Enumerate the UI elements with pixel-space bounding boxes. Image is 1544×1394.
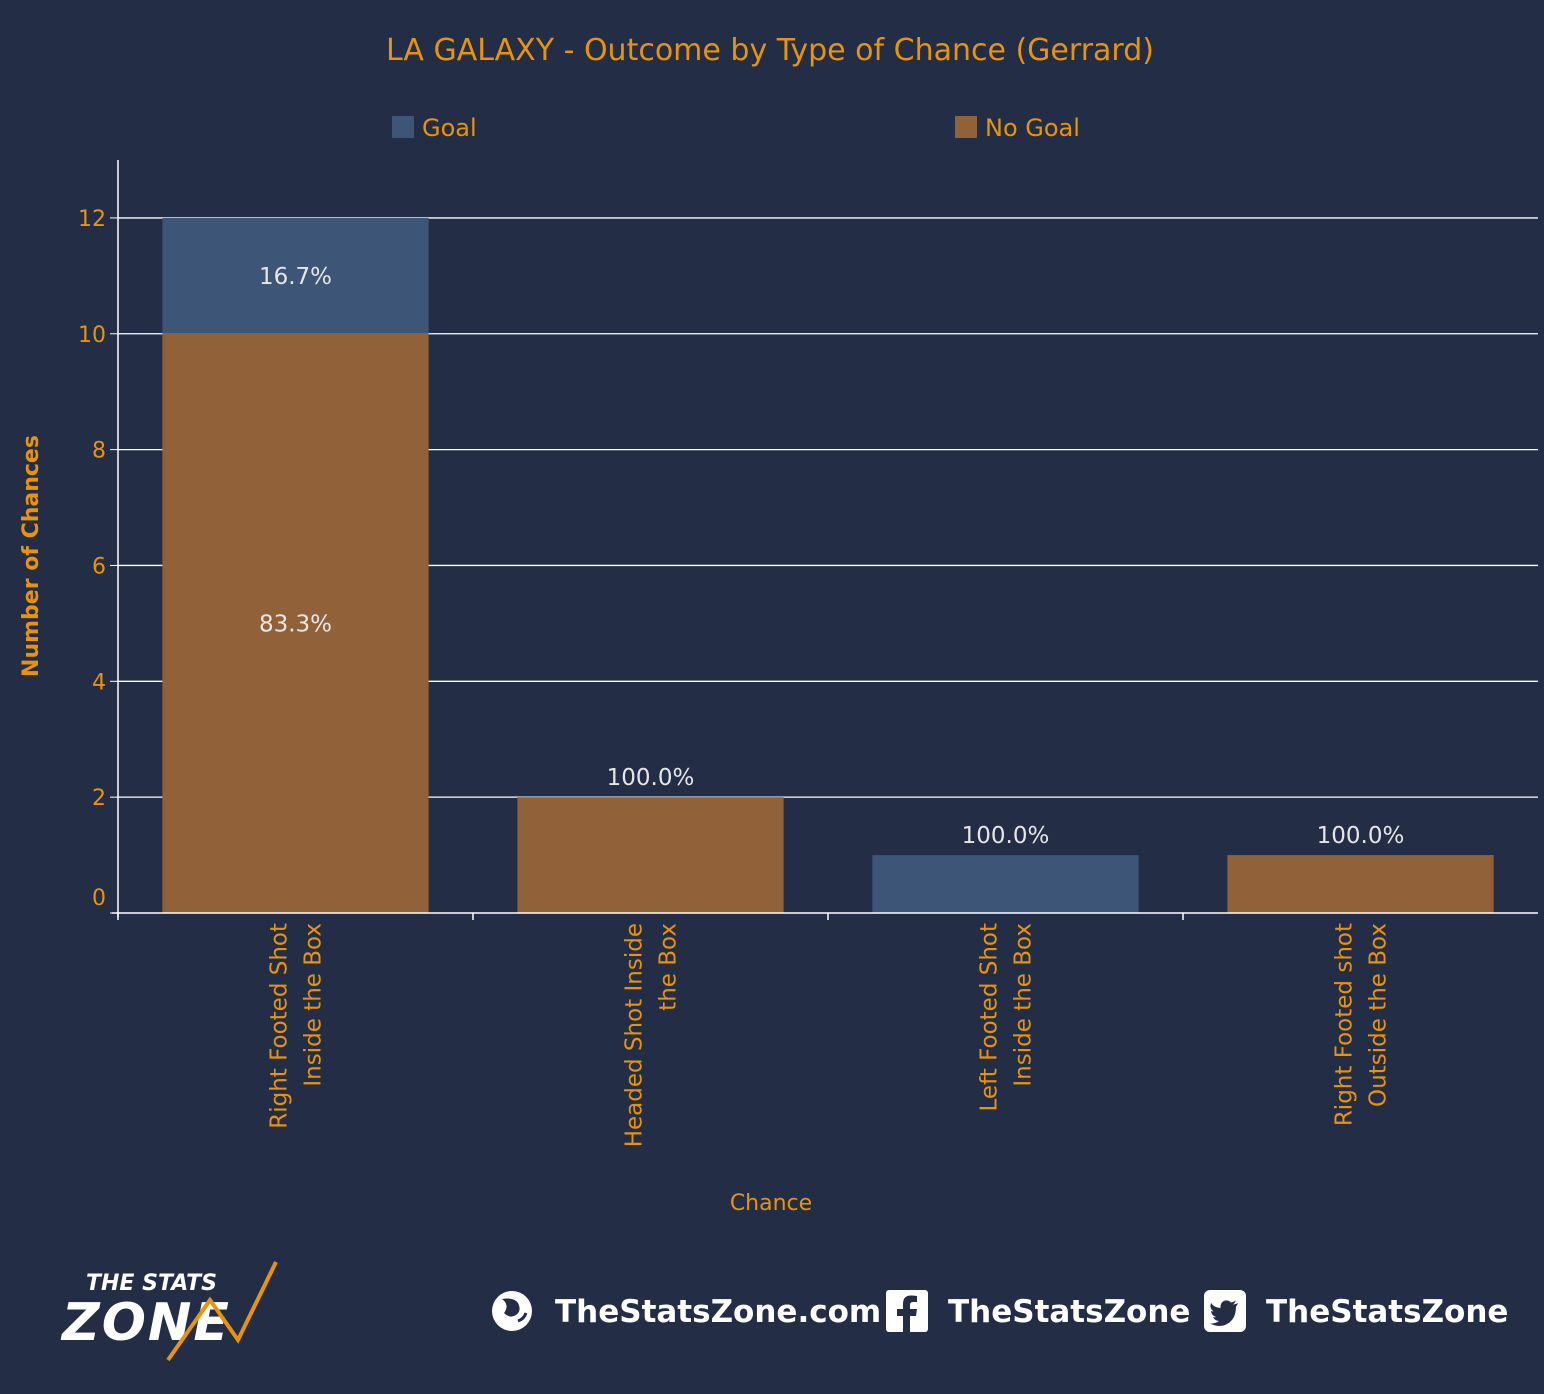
legend-label: No Goal — [985, 114, 1080, 142]
logo-line1: THE STATS — [86, 1271, 217, 1296]
twitter-icon — [1204, 1290, 1246, 1332]
facebook-icon — [886, 1290, 928, 1332]
y-tick-label: 6 — [92, 554, 106, 579]
website-link[interactable]: TheStatsZone.com — [555, 1294, 881, 1330]
stats-zone-logo: THE STATS ZONE — [60, 1261, 278, 1362]
y-tick-label: 8 — [92, 439, 106, 464]
legend-label: Goal — [422, 114, 477, 142]
facebook-handle[interactable]: TheStatsZone — [948, 1294, 1190, 1330]
x-tick-label: Outside the Box — [1366, 923, 1392, 1107]
legend-swatch — [392, 116, 414, 138]
bar-no-goal — [162, 333, 429, 913]
y-axis-label: Number of Chances — [19, 435, 44, 677]
bar-goal — [162, 217, 429, 334]
x-tick-label: Headed Shot Inside — [622, 923, 648, 1147]
y-tick-label: 12 — [78, 207, 106, 232]
data-labels: 83.3% 16.7% 100.0% 100.0% 100.0% — [259, 264, 1404, 849]
data-label: 100.0% — [1317, 823, 1405, 849]
x-tick-label: Right Footed Shot — [267, 923, 293, 1129]
x-tick-label: the Box — [656, 923, 682, 1011]
axes — [112, 160, 1538, 920]
globe-icon — [492, 1291, 532, 1331]
x-axis-label: Chance — [730, 1191, 812, 1216]
data-label: 83.3% — [259, 611, 332, 637]
y-tick-label: 2 — [92, 786, 106, 811]
bar-goal — [872, 855, 1139, 913]
data-label: 16.7% — [259, 264, 332, 290]
y-tick-label: 0 — [92, 886, 106, 911]
logo-line2: ZONE — [60, 1293, 231, 1353]
x-tick-labels: Right Footed Shot Inside the Box Headed Sh… — [267, 923, 1392, 1147]
y-ticks: 0 2 4 6 8 10 12 — [78, 207, 118, 914]
y-tick-label: 4 — [92, 670, 106, 695]
chart-title: LA GALAXY - Outcome by Type of Chance (G… — [386, 33, 1154, 68]
legend-swatch — [955, 116, 977, 138]
twitter-handle[interactable]: TheStatsZone — [1266, 1294, 1508, 1330]
data-label: 100.0% — [962, 823, 1050, 849]
x-tick-label: Inside the Box — [1011, 923, 1037, 1087]
x-tick-label: Left Footed Shot — [977, 923, 1003, 1111]
legend: Goal No Goal — [392, 114, 1080, 142]
x-tick-label: Inside the Box — [301, 923, 327, 1087]
bar-no-goal — [1227, 855, 1494, 913]
bars — [162, 217, 1494, 913]
x-tick-label: Right Footed shot — [1332, 923, 1358, 1126]
data-label: 100.0% — [607, 765, 695, 791]
y-tick-label: 10 — [78, 323, 106, 348]
bar-no-goal — [517, 797, 784, 913]
logo-swoosh — [166, 1261, 278, 1362]
